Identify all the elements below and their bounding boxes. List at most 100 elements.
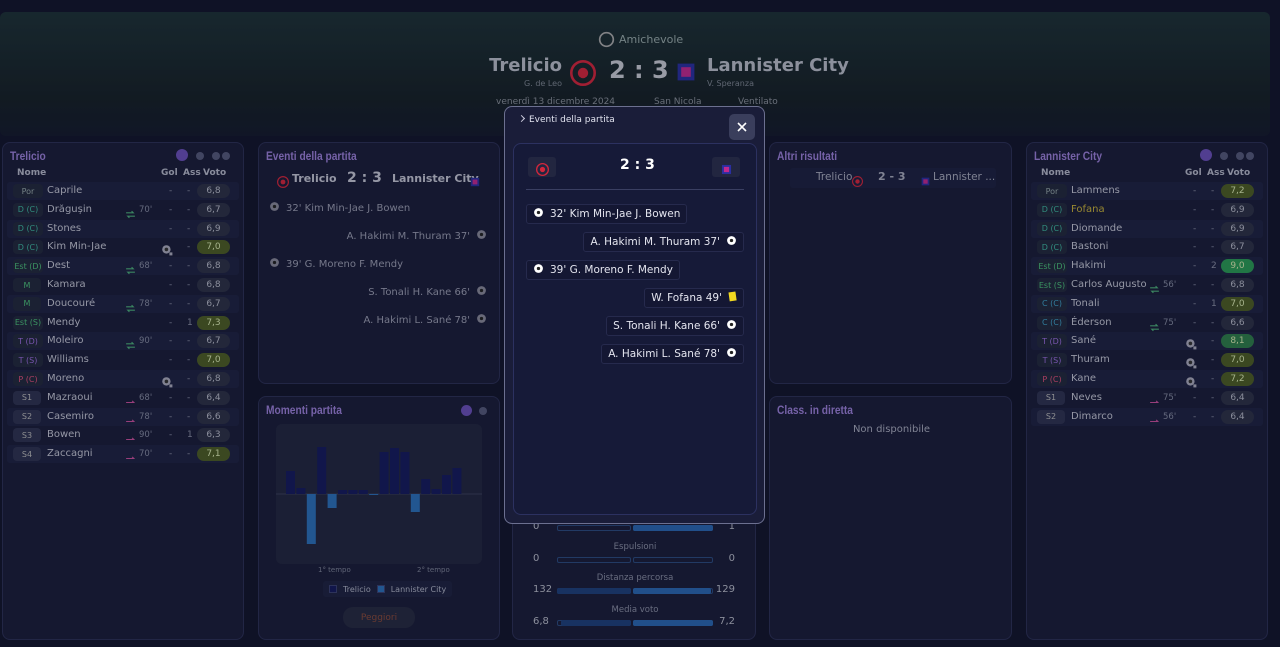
player-name[interactable]: Éderson (1071, 316, 1112, 328)
goals: - (169, 261, 173, 272)
sub-icon (1149, 393, 1160, 404)
bar (400, 452, 410, 494)
event: A. Hakimi L. Sané 78' (364, 313, 487, 327)
position-badge: Est (S) (1037, 278, 1067, 292)
modal-title: Eventi della partita (529, 115, 615, 125)
position-badge: M (13, 296, 41, 311)
score: 2 : 3 (609, 56, 669, 84)
assists: - (1211, 242, 1215, 253)
player-name[interactable]: Dimarco (1071, 410, 1113, 422)
event-text: 32' Kim Min-Jae J. Bowen (550, 208, 681, 220)
away-crest (720, 161, 733, 175)
player-name[interactable]: Mazraoui (47, 391, 93, 403)
goals: - (169, 392, 173, 403)
assists: - (187, 223, 191, 234)
modal-card: 2 : 3 32' Kim Min-Jae J. Bowen A. Hakimi M… (513, 143, 757, 515)
row-stripe (1031, 407, 1263, 426)
player-name[interactable]: Sané (1071, 335, 1096, 347)
goals: - (1193, 261, 1197, 272)
event: S. Tonali H. Kane 66' (368, 285, 487, 299)
home-team: Trelicio (292, 172, 337, 185)
player-name[interactable]: Bowen (47, 429, 81, 441)
row-stripe (7, 370, 239, 388)
player-name[interactable]: Thuram (1071, 354, 1110, 366)
goal-icon (1185, 354, 1197, 369)
close-button[interactable] (729, 114, 755, 140)
event: 32' Kim Min-Jae J. Bowen (526, 204, 688, 224)
player-name[interactable]: Mendy (47, 316, 81, 328)
row-stripe (1031, 257, 1263, 276)
bar (286, 471, 295, 494)
row-stripe (7, 257, 239, 276)
player-name[interactable]: Carlos Augusto (1071, 279, 1147, 290)
player-name[interactable]: Fofana (1071, 203, 1105, 215)
bar (379, 452, 389, 494)
rating: 6,4 (1221, 409, 1254, 424)
score: 2 : 3 (620, 157, 655, 173)
goal-icon (533, 263, 544, 277)
legend-label: Lannister City (390, 584, 447, 594)
worst-button[interactable]: Peggiori (343, 607, 415, 628)
player-name[interactable]: Casemiro (47, 410, 95, 422)
away-coach: V. Speranza (707, 79, 754, 88)
event: A. Hakimi M. Thuram 37' (347, 229, 487, 243)
home-crest (570, 60, 596, 86)
event: 39' G. Moreno F. Mendy (269, 257, 403, 271)
rating: 6,8 (1221, 278, 1254, 292)
sub-minute: 68' (139, 392, 153, 403)
assists: - (1211, 186, 1215, 196)
assists: - (1211, 374, 1215, 384)
player-name[interactable]: Neves (1071, 391, 1102, 403)
player-name[interactable]: Bastoni (1071, 241, 1109, 253)
player-name[interactable]: Williams (47, 354, 89, 366)
modal-chevron (517, 114, 526, 123)
rating: 6,8 (197, 372, 230, 386)
player-name[interactable]: Lammens (1071, 185, 1120, 196)
stat-away: 7,2 (719, 615, 735, 627)
player-name[interactable]: Moleiro (47, 335, 84, 347)
bar (442, 475, 451, 494)
player-name[interactable]: Doucouré (47, 297, 96, 309)
legend-label: Trelicio (343, 584, 371, 594)
player-name[interactable]: Kamara (47, 279, 86, 290)
row-stripe (1031, 294, 1263, 313)
assists: - (187, 204, 191, 215)
home-coach: G. de Leo (524, 79, 562, 88)
position-badge: Por (13, 184, 43, 198)
player-name[interactable]: Kane (1071, 373, 1096, 384)
home-team: Trelicio (489, 55, 562, 76)
assists: 1 (187, 430, 193, 441)
player-name[interactable]: Kim Min-Jae (47, 241, 107, 253)
player-name[interactable]: Caprile (47, 185, 83, 196)
sub-icon (125, 205, 136, 218)
rating: 6,4 (1221, 390, 1254, 405)
player-name[interactable]: Drăgușin (47, 203, 92, 215)
player-name[interactable]: Hakimi (1071, 260, 1106, 272)
goals: - (169, 411, 173, 422)
player-name[interactable]: Stones (47, 222, 82, 234)
goals: - (1193, 392, 1197, 403)
event-text: A. Hakimi L. Sané 78' (608, 348, 720, 360)
goal-icon (269, 257, 280, 271)
rating: 8,1 (1221, 334, 1254, 349)
rating: 7,2 (1221, 372, 1254, 386)
sub-icon (125, 393, 136, 404)
page-dot (212, 152, 220, 160)
sub-icon (125, 336, 136, 350)
player-name[interactable]: Diomande (1071, 222, 1123, 234)
event: 32' Kim Min-Jae J. Bowen (269, 201, 410, 215)
player-name[interactable]: Zaccagni (47, 448, 93, 460)
player-name[interactable]: Moreno (47, 373, 85, 384)
rating: 7,0 (197, 240, 230, 255)
position-badge: Est (S) (13, 315, 43, 330)
player-name[interactable]: Dest (47, 260, 70, 272)
assists: - (187, 449, 191, 460)
event-text: 39' G. Moreno F. Mendy (550, 264, 673, 276)
goal-icon (726, 347, 737, 361)
player-name[interactable]: Tonali (1071, 297, 1100, 309)
sub-minute: 78' (139, 298, 153, 309)
rating: 6,7 (197, 296, 230, 311)
goal-icon (269, 201, 280, 215)
sub-minute: 56' (1163, 280, 1177, 290)
event-text: 32' Kim Min-Jae J. Bowen (286, 202, 411, 214)
